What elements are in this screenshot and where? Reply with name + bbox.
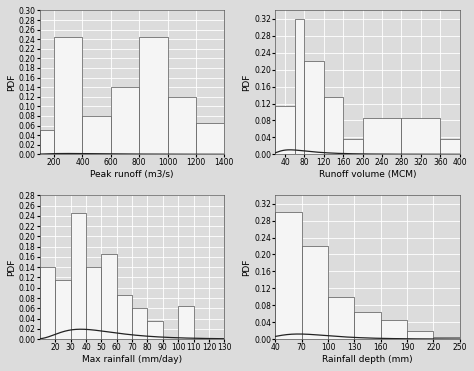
Y-axis label: PDF: PDF — [7, 259, 16, 276]
Bar — [168, 97, 196, 154]
X-axis label: Max rainfall (mm/day): Max rainfall (mm/day) — [82, 355, 182, 364]
Bar — [139, 37, 168, 154]
Bar — [275, 212, 301, 339]
Bar — [275, 106, 295, 154]
Bar — [363, 118, 401, 154]
Bar — [54, 37, 82, 154]
Bar — [40, 267, 55, 339]
X-axis label: Rainfall depth (mm): Rainfall depth (mm) — [322, 355, 413, 364]
Bar — [196, 123, 224, 154]
Y-axis label: PDF: PDF — [7, 74, 16, 91]
Bar — [111, 87, 139, 154]
Bar — [178, 306, 193, 339]
Bar — [355, 312, 381, 339]
Bar — [132, 308, 147, 339]
Bar — [343, 139, 363, 154]
Bar — [55, 280, 71, 339]
Bar — [147, 321, 163, 339]
Bar — [401, 118, 440, 154]
Bar — [407, 331, 433, 339]
Bar — [40, 130, 54, 154]
Bar — [328, 297, 355, 339]
X-axis label: Peak runoff (m3/s): Peak runoff (m3/s) — [91, 170, 174, 179]
Bar — [440, 139, 460, 154]
Bar — [304, 61, 324, 154]
Bar — [117, 295, 132, 339]
Bar — [301, 246, 328, 339]
Bar — [82, 116, 111, 154]
Bar — [381, 320, 407, 339]
X-axis label: Runoff volume (MCM): Runoff volume (MCM) — [319, 170, 416, 179]
Bar — [71, 213, 86, 339]
Bar — [295, 19, 304, 154]
Bar — [101, 255, 117, 339]
Bar — [86, 267, 101, 339]
Y-axis label: PDF: PDF — [242, 259, 251, 276]
Bar — [324, 97, 343, 154]
Bar — [433, 337, 460, 339]
Y-axis label: PDF: PDF — [242, 74, 251, 91]
